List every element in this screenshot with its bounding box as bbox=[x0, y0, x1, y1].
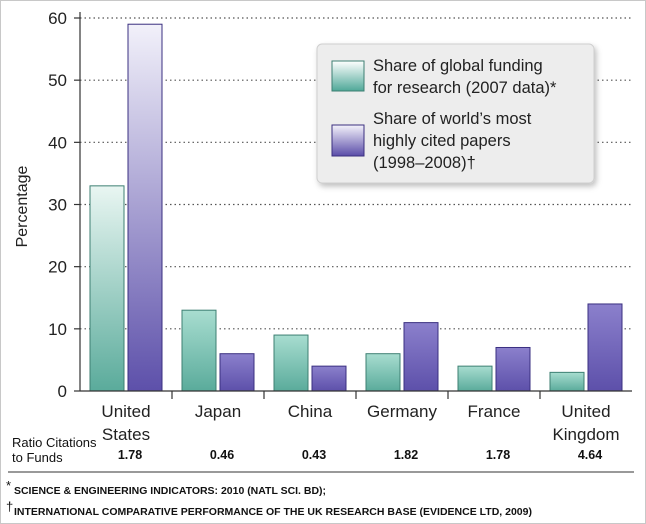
ratio-value: 0.43 bbox=[302, 448, 326, 462]
x-tick-label: United Kingdom bbox=[552, 402, 619, 444]
ratio-value: 4.64 bbox=[578, 448, 602, 462]
x-tick-label: France bbox=[468, 402, 521, 421]
axes bbox=[74, 12, 632, 399]
bar-funding-4 bbox=[457, 365, 493, 392]
footnote-mark: † bbox=[6, 499, 13, 514]
bar-papers-4 bbox=[495, 346, 531, 392]
x-tick-label: Germany bbox=[367, 402, 437, 421]
ratio-value: 0.46 bbox=[210, 448, 234, 462]
legend-label-0: Share of global funding for research (200… bbox=[373, 57, 557, 97]
bar-papers-2 bbox=[311, 365, 347, 392]
footnote-mark: * bbox=[6, 478, 11, 493]
legend-label-1: Share of world’s most highly cited papers… bbox=[373, 110, 532, 172]
footnote-text: INTERNATIONAL COMPARATIVE PERFORMANCE OF… bbox=[14, 506, 532, 518]
y-tick-label: 40 bbox=[48, 133, 67, 152]
y-tick-label: 30 bbox=[48, 196, 67, 215]
category-labels: United States Japan China Germany France Unite… bbox=[101, 402, 619, 444]
ratio-label: Ratio Citations to Funds bbox=[12, 435, 97, 465]
bar-funding-3 bbox=[365, 353, 401, 392]
y-tick-label: 0 bbox=[58, 382, 67, 401]
bar-funding-0 bbox=[89, 185, 125, 392]
legend-swatch-1 bbox=[331, 124, 365, 157]
legend-box bbox=[316, 43, 595, 184]
legend-swatch-0 bbox=[331, 60, 365, 92]
x-tick-label: United States bbox=[101, 402, 150, 444]
bar-papers-1 bbox=[219, 353, 255, 392]
bar-funding-5 bbox=[549, 371, 585, 392]
y-tick-label: 60 bbox=[48, 9, 67, 28]
footnotes: * SCIENCE & ENGINEERING INDICATORS: 2010 … bbox=[6, 478, 532, 518]
bar-funding-1 bbox=[181, 309, 217, 392]
bar-funding-2 bbox=[273, 334, 309, 392]
ratio-value: 1.78 bbox=[118, 448, 142, 462]
y-tick-label: 10 bbox=[48, 320, 67, 339]
y-tick-labels: 0 10 20 30 40 50 60 bbox=[48, 9, 67, 401]
y-tick-label: 20 bbox=[48, 258, 67, 277]
footnote-text: SCIENCE & ENGINEERING INDICATORS: 2010 (… bbox=[14, 485, 326, 497]
bar-papers-0 bbox=[127, 23, 163, 392]
y-axis-label: Percentage bbox=[14, 165, 31, 247]
bar-papers-3 bbox=[403, 322, 439, 392]
ratio-value: 1.78 bbox=[486, 448, 510, 462]
x-tick-label: Japan bbox=[195, 402, 241, 421]
x-tick-label: China bbox=[288, 402, 333, 421]
legend: Share of global funding for research (200… bbox=[316, 43, 595, 184]
ratio-value: 1.82 bbox=[394, 448, 418, 462]
y-tick-label: 50 bbox=[48, 71, 67, 90]
ratio-row: Ratio Citations to Funds 1.78 0.46 0.43 1.82 1… bbox=[12, 435, 602, 465]
bar-papers-5 bbox=[587, 303, 623, 392]
